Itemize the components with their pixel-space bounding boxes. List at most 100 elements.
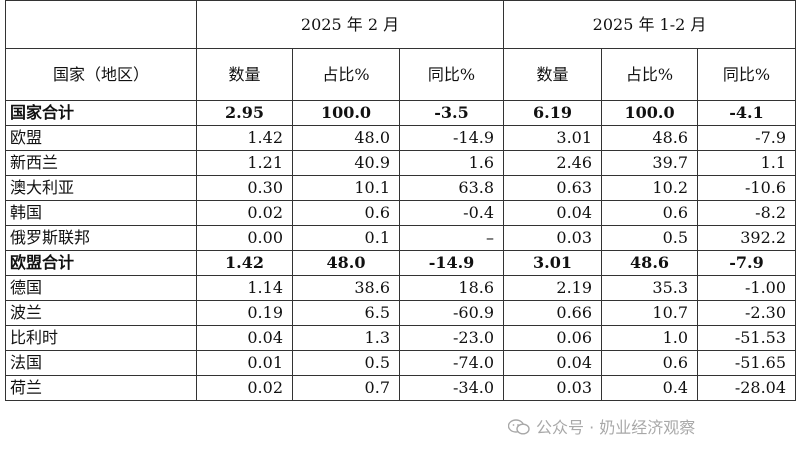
yoy-cell-1: 18.6 bbox=[398, 275, 505, 301]
country-cell: 澳大利亚 bbox=[5, 175, 197, 201]
trade-table: 2025 年 2 月 2025 年 1-2 月 国家（地区） 数量 占比% 同比… bbox=[5, 0, 797, 401]
share-cell-1: 0.6 bbox=[292, 200, 400, 226]
share-cell-2: 0.6 bbox=[601, 350, 699, 376]
country-cell: 欧盟 bbox=[5, 125, 197, 151]
share-cell-1: 0.5 bbox=[292, 350, 400, 376]
share-cell-1: 6.5 bbox=[292, 300, 400, 326]
country-cell: 新西兰 bbox=[5, 150, 197, 176]
column-header-row: 国家（地区） 数量 占比% 同比% 数量 占比% 同比% bbox=[5, 48, 797, 101]
qty-cell-1: 1.14 bbox=[196, 275, 293, 301]
yoy-cell-1: -0.4 bbox=[398, 200, 505, 226]
qty-cell-2: 0.04 bbox=[503, 350, 603, 376]
share-cell-2: 10.2 bbox=[601, 175, 699, 201]
qty-cell-1: 1.42 bbox=[196, 250, 293, 276]
yoy-cell-1: -3.5 bbox=[398, 100, 505, 126]
yoy-cell-2: -7.9 bbox=[697, 125, 797, 151]
yoy-cell-1: 63.8 bbox=[398, 175, 505, 201]
yoy-cell-1: -14.9 bbox=[398, 125, 505, 151]
table-row: 俄罗斯联邦 0.00 0.1–0.03 0.5 392.2 bbox=[5, 225, 797, 251]
country-cell: 比利时 bbox=[5, 325, 197, 351]
share-cell-2: 0.6 bbox=[601, 200, 699, 226]
qty-cell-2: 0.66 bbox=[503, 300, 603, 326]
table-row: 比利时 0.04 1.3 -23.0 0.06 1.0 -51.53 bbox=[5, 325, 797, 351]
share-cell-2: 0.4 bbox=[601, 375, 699, 401]
yoy-cell-2: -2.30 bbox=[697, 300, 797, 326]
table-row: 欧盟 1.42 48.0 -14.9 3.01 48.6 -7.9 bbox=[5, 125, 797, 151]
period2-header: 2025 年 1-2 月 bbox=[503, 0, 797, 49]
country-cell: 国家合计 bbox=[5, 100, 197, 126]
total-row: 国家合计 2.95 100.0 -3.5 6.19 100.0 -4.1 bbox=[5, 100, 797, 126]
share-cell-1: 48.0 bbox=[292, 250, 400, 276]
watermark: 公众号 · 奶业经济观察 bbox=[508, 414, 695, 438]
share-header-1: 占比% bbox=[292, 48, 400, 101]
share-cell-2: 100.0 bbox=[601, 100, 699, 126]
yoy-cell-2: -1.00 bbox=[697, 275, 797, 301]
qty-cell-2: 2.19 bbox=[503, 275, 603, 301]
qty-cell-2: 6.19 bbox=[503, 100, 603, 126]
yoy-cell-2: -28.04 bbox=[697, 375, 797, 401]
share-cell-2: 10.7 bbox=[601, 300, 699, 326]
period-header-row: 2025 年 2 月 2025 年 1-2 月 bbox=[5, 0, 797, 49]
table-row: 波兰 0.19 6.5 -60.9 0.66 10.7 -2.30 bbox=[5, 300, 797, 326]
country-cell: 韩国 bbox=[5, 200, 197, 226]
yoy-cell-1: -23.0 bbox=[398, 325, 505, 351]
qty-cell-1: 0.02 bbox=[196, 200, 293, 226]
share-cell-1: 48.0 bbox=[292, 125, 400, 151]
qty-header-1: 数量 bbox=[196, 48, 293, 101]
total-row: 欧盟合计 1.42 48.0 -14.9 3.01 48.6 -7.9 bbox=[5, 250, 797, 276]
table-row: 澳大利亚 0.30 10.1 63.8 0.63 10.2 -10.6 bbox=[5, 175, 797, 201]
period1-header: 2025 年 2 月 bbox=[195, 0, 505, 49]
table-row: 韩国 0.02 0.6 -0.4 0.04 0.6 -8.2 bbox=[5, 200, 797, 226]
country-cell: 荷兰 bbox=[5, 375, 197, 401]
table-row: 德国 1.14 38.6 18.6 2.19 35.3 -1.00 bbox=[5, 275, 797, 301]
qty-cell-2: 0.63 bbox=[503, 175, 603, 201]
yoy-cell-2: -8.2 bbox=[697, 200, 797, 226]
qty-cell-2: 3.01 bbox=[503, 125, 603, 151]
qty-cell-1: 0.01 bbox=[196, 350, 293, 376]
country-cell: 波兰 bbox=[5, 300, 197, 326]
yoy-cell-2: 1.1 bbox=[697, 150, 797, 176]
yoy-cell-2: -51.53 bbox=[697, 325, 797, 351]
yoy-cell-2: 392.2 bbox=[697, 225, 797, 251]
qty-cell-1: 0.19 bbox=[196, 300, 293, 326]
country-cell: 欧盟合计 bbox=[5, 250, 197, 276]
share-cell-1: 0.7 bbox=[292, 375, 400, 401]
yoy-cell-1: – bbox=[398, 225, 505, 251]
yoy-header-2: 同比% bbox=[697, 48, 797, 101]
qty-cell-1: 2.95 bbox=[196, 100, 293, 126]
blank-corner-cell bbox=[5, 0, 197, 49]
qty-cell-2: 0.03 bbox=[503, 225, 603, 251]
share-cell-1: 40.9 bbox=[292, 150, 400, 176]
share-cell-1: 0.1 bbox=[292, 225, 400, 251]
qty-cell-2: 2.46 bbox=[503, 150, 603, 176]
qty-cell-1: 0.30 bbox=[196, 175, 293, 201]
yoy-cell-1: -60.9 bbox=[398, 300, 505, 326]
qty-cell-2: 3.01 bbox=[503, 250, 603, 276]
share-cell-2: 48.6 bbox=[601, 125, 699, 151]
country-cell: 法国 bbox=[5, 350, 197, 376]
share-cell-2: 0.5 bbox=[601, 225, 699, 251]
share-cell-2: 1.0 bbox=[601, 325, 699, 351]
table-row: 法国 0.01 0.5 -74.0 0.04 0.6 -51.65 bbox=[5, 350, 797, 376]
share-cell-1: 100.0 bbox=[292, 100, 400, 126]
yoy-cell-2: -10.6 bbox=[697, 175, 797, 201]
qty-cell-1: 0.02 bbox=[196, 375, 293, 401]
share-cell-2: 39.7 bbox=[601, 150, 699, 176]
share-cell-1: 10.1 bbox=[292, 175, 400, 201]
country-cell: 德国 bbox=[5, 275, 197, 301]
yoy-cell-2: -51.65 bbox=[697, 350, 797, 376]
share-cell-1: 1.3 bbox=[292, 325, 400, 351]
yoy-cell-1: -74.0 bbox=[398, 350, 505, 376]
wechat-icon bbox=[508, 419, 530, 435]
table-row: 新西兰 1.21 40.9 1.6 2.46 39.7 1.1 bbox=[5, 150, 797, 176]
qty-cell-2: 0.06 bbox=[503, 325, 603, 351]
yoy-cell-1: -34.0 bbox=[398, 375, 505, 401]
share-header-2: 占比% bbox=[601, 48, 699, 101]
qty-cell-2: 0.04 bbox=[503, 200, 603, 226]
yoy-cell-2: -4.1 bbox=[697, 100, 797, 126]
table-body: 国家合计 2.95 100.0 -3.5 6.19 100.0 -4.1 欧盟 1.42 48.0… bbox=[5, 100, 797, 401]
table-row: 荷兰 0.02 0.7 -34.0 0.03 0.4 -28.04 bbox=[5, 375, 797, 401]
qty-cell-1: 0.04 bbox=[196, 325, 293, 351]
yoy-cell-1: -14.9 bbox=[398, 250, 505, 276]
qty-cell-1: 1.21 bbox=[196, 150, 293, 176]
